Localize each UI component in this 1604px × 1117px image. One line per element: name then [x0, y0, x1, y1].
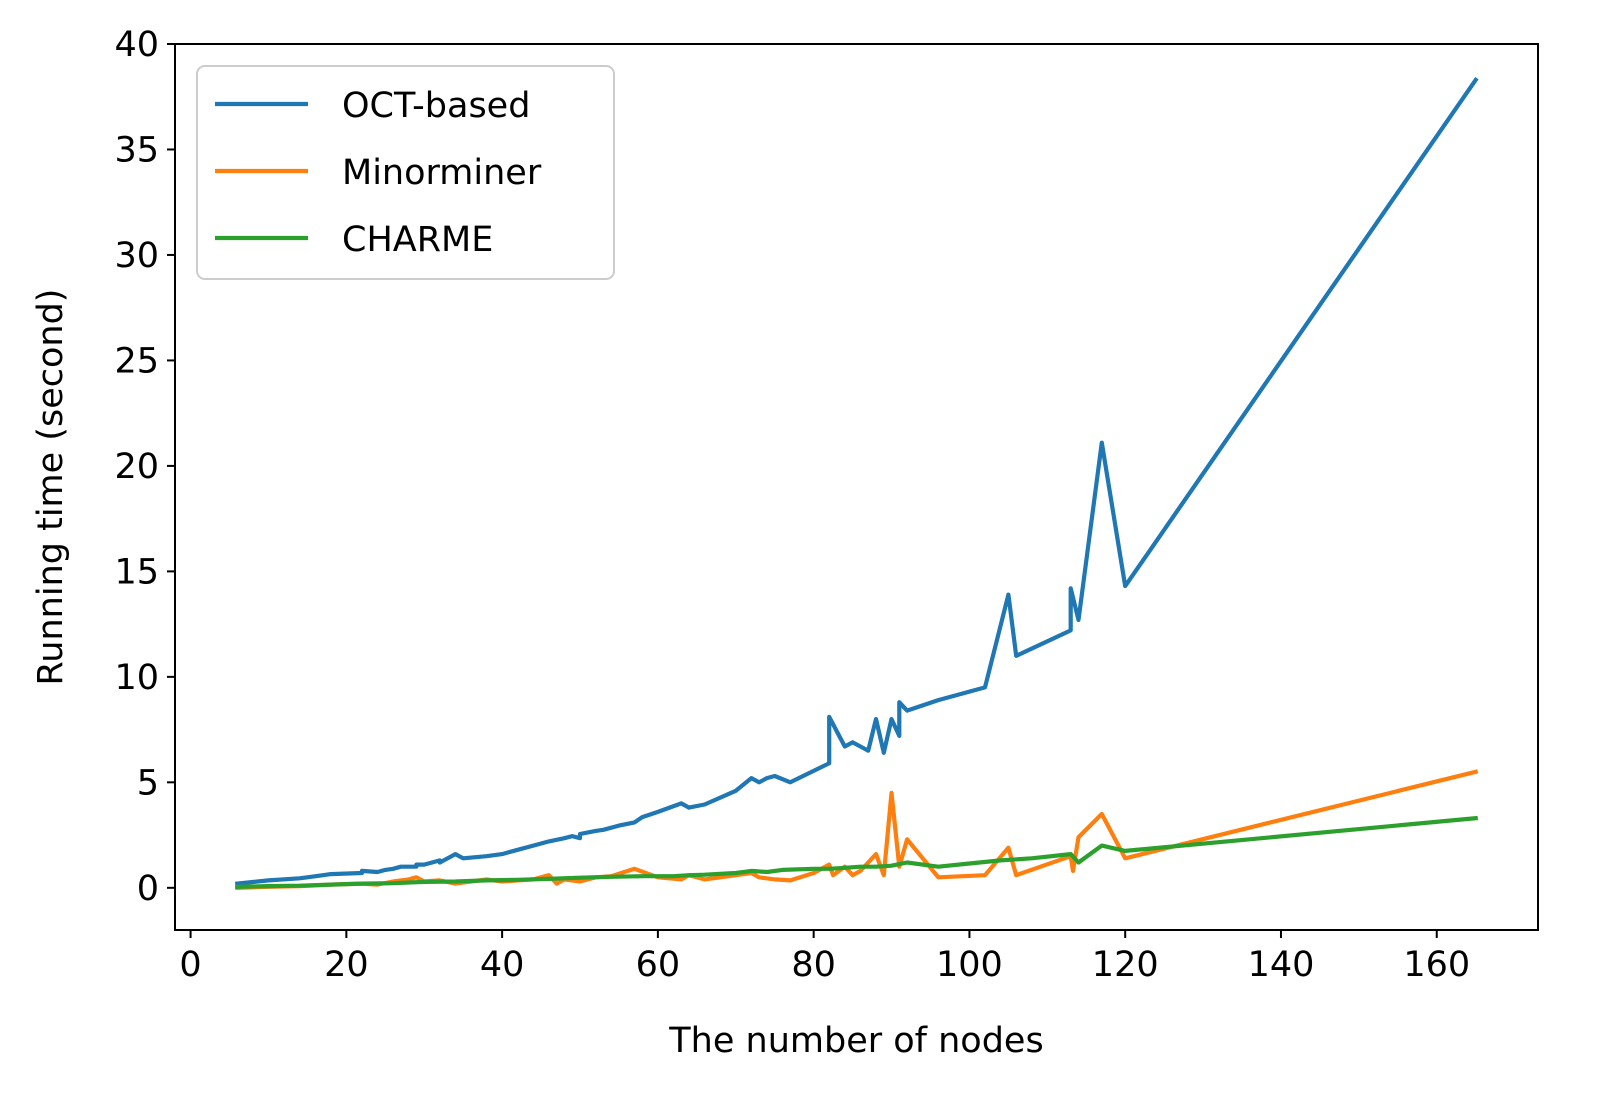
y-tick-label: 35: [114, 130, 159, 170]
y-tick-label: 20: [114, 447, 159, 487]
legend: OCT-based Minorminer CHARME: [196, 65, 615, 280]
x-tick-label: 60: [636, 945, 681, 985]
y-tick-label: 0: [137, 869, 159, 909]
series-line-charme: [235, 815, 1478, 889]
x-tick-label: 40: [480, 945, 525, 985]
series-line-oct-based: [234, 76, 1479, 886]
legend-box: [196, 65, 615, 280]
x-tick-label: 140: [1248, 945, 1315, 985]
y-tick-label: 30: [114, 236, 159, 276]
x-axis-title: The number of nodes: [668, 1021, 1043, 1061]
y-tick-label: 10: [114, 658, 159, 698]
legend-label: CHARME: [342, 220, 493, 260]
x-tick-label: 80: [791, 945, 836, 985]
plot-frame: [174, 43, 1539, 931]
y-tick-label: 25: [114, 341, 159, 381]
legend-label: Minorminer: [342, 153, 542, 193]
x-tick-label: 160: [1403, 945, 1470, 985]
x-tick-label: 0: [179, 945, 201, 985]
x-tick-label: 20: [324, 945, 369, 985]
y-tick-label: 5: [137, 763, 159, 803]
legend-label: OCT-based: [342, 86, 530, 126]
y-axis: 0 5 10 15 20 25 30 35 40: [114, 25, 175, 909]
series-layer: [234, 76, 1479, 890]
y-tick-label: 40: [114, 25, 159, 65]
x-tick-label: 120: [1092, 945, 1159, 985]
x-axis: 0 20 40 60 80 100 120 140 160: [179, 930, 1470, 985]
y-tick-label: 15: [114, 552, 159, 592]
x-tick-label: 100: [936, 945, 1003, 985]
y-axis-title: Running time (second): [31, 289, 71, 686]
